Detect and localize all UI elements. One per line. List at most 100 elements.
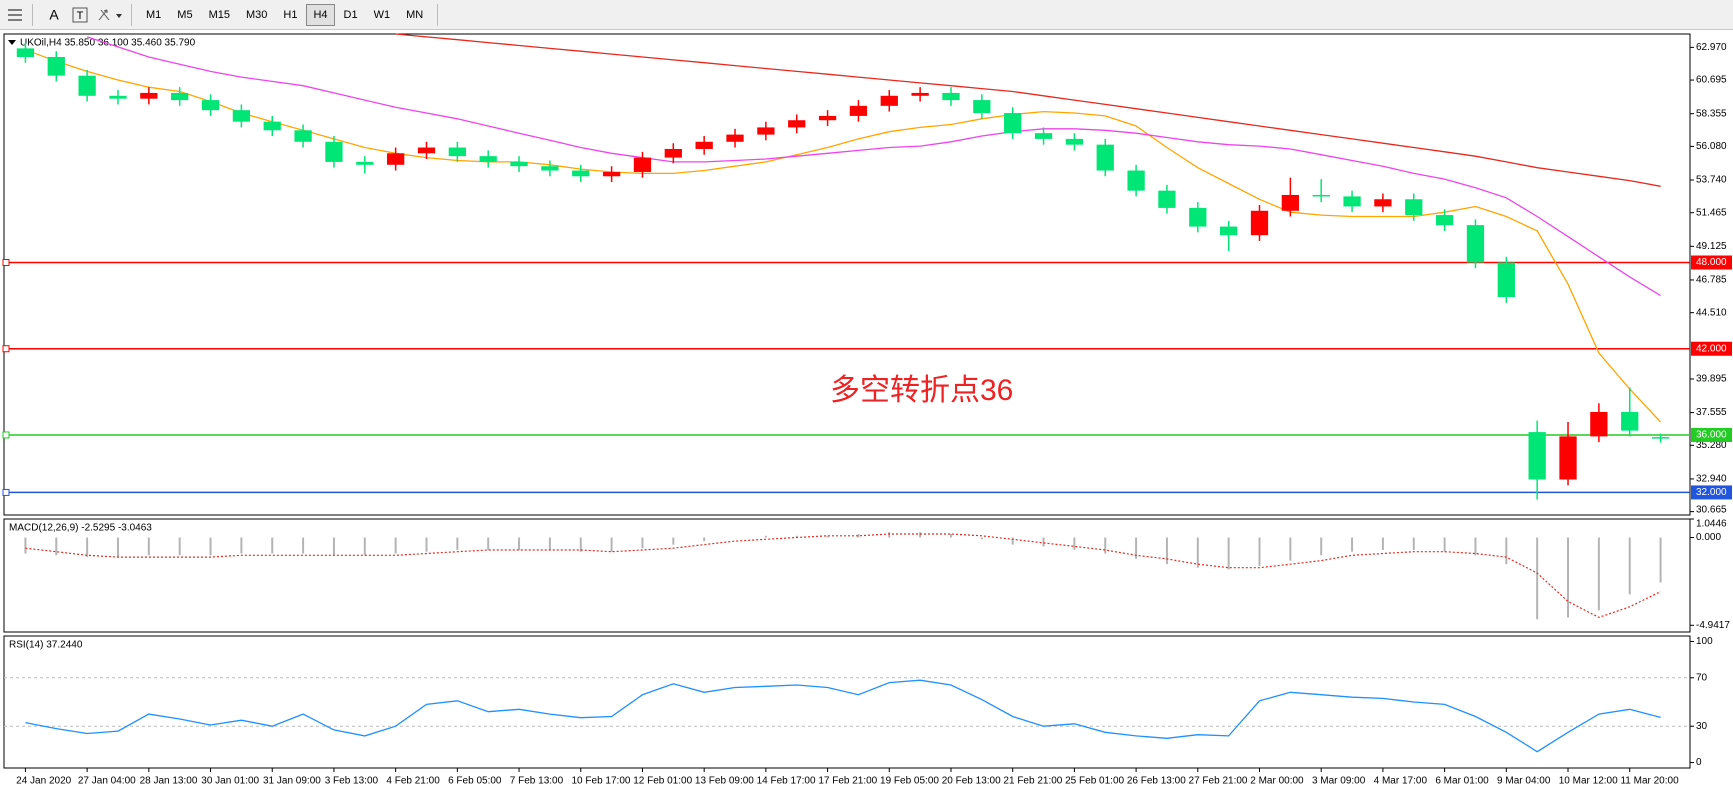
level-label: 42.000 (1696, 343, 1727, 354)
panel-title: MACD(12,26,9) -2.5295 -3.0463 (9, 523, 152, 534)
candle-body (757, 127, 775, 135)
x-tick-label: 6 Mar 01:00 (1435, 776, 1489, 787)
candle-body (1651, 437, 1670, 439)
timeframe-button[interactable]: D1 (343, 8, 358, 21)
y-tick-label: 32.940 (1696, 474, 1727, 485)
panel-frame (3, 635, 1691, 769)
separator (437, 3, 439, 26)
menu-icon[interactable] (4, 4, 26, 26)
candle-body (911, 92, 929, 96)
x-tick-label: 12 Feb 01:00 (633, 776, 692, 787)
level-handle (2, 488, 10, 496)
panel-frame (3, 33, 1691, 516)
x-tick-label: 2 Mar 00:00 (1250, 776, 1304, 787)
y-tick-label: 58.355 (1696, 108, 1727, 119)
text-tool[interactable]: A (43, 4, 65, 26)
title-marker (8, 40, 16, 45)
timeframe-button[interactable]: M1 (146, 8, 162, 21)
x-tick-label: 28 Jan 13:00 (140, 776, 198, 787)
x-tick-label: 9 Mar 04:00 (1497, 776, 1551, 787)
x-tick-label: 11 Mar 20:00 (1620, 776, 1679, 787)
candle-body (664, 148, 682, 158)
candle-body (16, 48, 35, 57)
candle-body (788, 120, 806, 128)
candle-body (387, 153, 405, 165)
candle-body (171, 92, 189, 101)
x-tick-label: 14 Feb 17:00 (757, 776, 816, 787)
candle-body (1466, 225, 1485, 263)
level-handle (2, 431, 10, 439)
level-label: 36.000 (1696, 430, 1727, 441)
timeframe-button[interactable]: M5 (177, 8, 193, 21)
y-tick-label: 44.510 (1696, 307, 1727, 318)
level-label-box (1691, 427, 1732, 442)
candle-body (1497, 262, 1515, 297)
candle-body (726, 134, 744, 142)
level-handle (2, 259, 10, 267)
candle-body (1096, 144, 1114, 171)
x-tick-label: 20 Feb 13:00 (942, 776, 1001, 787)
x-tick-label: 7 Feb 13:00 (510, 776, 564, 787)
y-tick-label: 60.695 (1696, 75, 1727, 86)
timeframe-button[interactable]: W1 (373, 8, 391, 21)
toolbar: A T M1 M5 M15 M30 H1 H4 D1 W1 MN (0, 0, 1733, 30)
candle-body (1312, 194, 1330, 197)
candle-body (232, 110, 251, 122)
timeframe-button[interactable]: M15 (208, 8, 230, 21)
moving-average (86, 36, 1661, 297)
annotation: 多空转折点36 (830, 374, 1013, 407)
level-label-box (1691, 485, 1732, 500)
x-tick-label: 26 Feb 13:00 (1127, 776, 1186, 787)
candle-body (849, 105, 868, 116)
timeframes: M1 M5 M15 M30 H1 H4 D1 W1 MN (138, 3, 431, 26)
candle-body (1559, 436, 1577, 480)
candle-body (818, 115, 837, 121)
timeframe-button[interactable]: H4 (306, 3, 335, 26)
candle-body (1189, 207, 1207, 227)
timeframe-button[interactable]: M30 (245, 8, 268, 21)
x-tick-label: 3 Mar 09:00 (1312, 776, 1366, 787)
y-tick-label: 35.280 (1696, 440, 1727, 451)
rsi-line (25, 679, 1661, 753)
candle-body (1621, 411, 1639, 431)
candle-body (973, 100, 991, 114)
x-tick-label: 10 Feb 17:00 (572, 776, 631, 787)
level-label-box (1691, 255, 1732, 270)
candle-body (47, 56, 65, 76)
candle-body (417, 147, 436, 154)
separator (32, 3, 33, 26)
panel-frame (3, 518, 1691, 633)
timeframe-button[interactable]: H1 (283, 8, 298, 21)
y-tick-label: 56.080 (1696, 141, 1727, 152)
label-tool[interactable]: T (69, 4, 91, 26)
signal-line (25, 533, 1661, 619)
level-label-box (1691, 341, 1732, 356)
y-tick-label: 70 (1696, 672, 1708, 683)
x-tick-label: 30 Jan 01:00 (201, 776, 259, 787)
timeframe-button[interactable]: MN (406, 8, 424, 21)
y-tick-label: 49.125 (1696, 241, 1727, 252)
candle-body (201, 100, 220, 111)
y-tick-label: 62.970 (1696, 42, 1727, 53)
arrows-tool[interactable] (95, 4, 125, 26)
y-tick-label: -4.9417 (1696, 620, 1730, 631)
candle-body (448, 147, 466, 157)
x-tick-label: 4 Feb 21:00 (386, 776, 440, 787)
candle-body (78, 75, 96, 96)
candle-body (1281, 194, 1299, 211)
candle-body (294, 130, 312, 142)
candle-body (1220, 226, 1238, 236)
x-tick-label: 19 Feb 05:00 (880, 776, 939, 787)
candle-body (572, 170, 590, 177)
y-tick-label: 30 (1696, 721, 1708, 732)
candle-body (633, 157, 652, 172)
y-tick-label: 39.895 (1696, 374, 1727, 385)
candle-body (1127, 170, 1145, 191)
y-tick-label: 53.740 (1696, 175, 1727, 186)
y-tick-label: 51.465 (1696, 207, 1727, 218)
y-tick-label: 30.665 (1696, 505, 1727, 516)
level-label: 48.000 (1696, 257, 1727, 268)
candle-body (880, 95, 898, 106)
x-tick-label: 25 Feb 01:00 (1065, 776, 1124, 787)
